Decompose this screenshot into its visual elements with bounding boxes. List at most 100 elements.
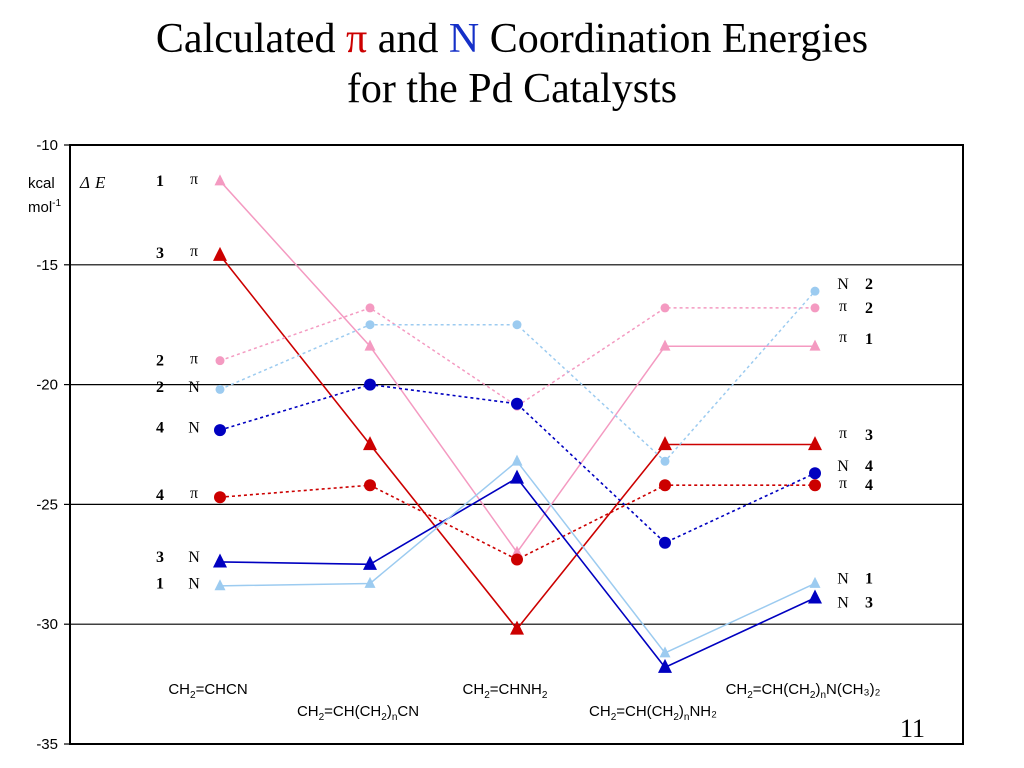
data-point	[810, 286, 820, 296]
category-label-part: 2	[484, 690, 490, 701]
series-line	[219, 254, 815, 631]
category-label-part: CH	[726, 681, 748, 698]
series-label-number: 3	[865, 595, 873, 612]
data-point	[512, 320, 522, 330]
title-text: Calculated	[155, 16, 347, 62]
series-label-number: 1	[865, 571, 873, 588]
data-point	[511, 545, 523, 557]
series-1-pi	[214, 174, 821, 557]
left-series-labels: 1 π 3 π 2 π 2 N 4 N 4 π 3 N 1 N	[156, 171, 200, 593]
category-label: CH2=CH(CH2)nN(CH₃)₂	[726, 681, 881, 701]
ylabel-kcal: kcal	[28, 175, 55, 192]
ylabel-mol-base: mol	[28, 199, 52, 216]
data-point	[510, 620, 524, 635]
category-label-part: N(CH₃)₂	[826, 681, 881, 698]
data-point	[808, 589, 822, 604]
data-point	[660, 456, 670, 466]
series-line	[219, 383, 816, 544]
y-tick-label: -15	[36, 257, 58, 274]
data-point	[659, 479, 671, 492]
ylabel-e: E	[94, 173, 106, 192]
series-label-symbol: N	[837, 458, 849, 475]
series-label-symbol: π	[839, 298, 847, 315]
data-point	[213, 246, 227, 261]
category-label-part: 2	[611, 712, 617, 723]
series-4-pi	[214, 479, 821, 566]
data-point	[660, 303, 670, 313]
series-line	[219, 290, 816, 463]
series-line	[219, 484, 815, 561]
series-group	[213, 174, 822, 673]
series-label-symbol: π	[190, 171, 198, 188]
title-text: Coordination Energies	[479, 16, 869, 62]
series-label-number: 2	[865, 276, 873, 293]
category-label-part: 2	[810, 690, 816, 701]
series-label-symbol: N	[837, 571, 849, 588]
data-point	[364, 576, 376, 588]
series-label-number: 4	[865, 458, 873, 475]
category-label-part: )	[815, 681, 820, 698]
series-label-symbol: π	[839, 475, 847, 492]
title-line-2: for the Pd Catalysts	[346, 66, 678, 112]
series-label-symbol: π	[190, 485, 198, 502]
series-3-n	[213, 469, 822, 673]
data-point	[364, 378, 376, 391]
category-label-part: CH	[168, 681, 190, 698]
title-text: and	[367, 16, 449, 62]
series-label-symbol: π	[190, 351, 198, 368]
category-label-part: n	[820, 690, 826, 701]
category-label-part: )	[679, 703, 684, 720]
data-point	[510, 469, 524, 484]
series-label-symbol: N	[837, 595, 849, 612]
data-point	[809, 467, 821, 480]
data-point	[511, 397, 523, 410]
y-tick-label: -35	[36, 736, 58, 753]
data-point	[810, 303, 820, 313]
slide-title: Calculated π and N Coordination Energies…	[0, 14, 1024, 114]
data-point	[365, 320, 375, 330]
series-2-pi	[215, 303, 820, 411]
series-label-number: 1	[156, 575, 164, 592]
category-label-part: )	[387, 703, 392, 720]
category-label: CH2=CHCN	[168, 681, 247, 701]
y-tick-label: -20	[36, 377, 58, 394]
category-label-part: 2	[747, 690, 753, 701]
category-label: CH2=CHNH2	[463, 681, 548, 701]
data-point	[364, 479, 376, 492]
series-label-symbol: π	[190, 243, 198, 260]
data-point	[658, 658, 672, 673]
series-label-number: 3	[865, 427, 873, 444]
series-4-n	[214, 378, 821, 549]
y-tick-label: -30	[36, 616, 58, 633]
series-label-symbol: N	[837, 276, 849, 293]
ylabel-mol-exponent: -1	[52, 198, 61, 209]
series-label-symbol: N	[188, 420, 200, 437]
category-label-part: 2	[381, 712, 387, 723]
data-point	[213, 553, 227, 568]
series-label-number: 4	[865, 477, 873, 494]
data-point	[214, 491, 226, 504]
data-point	[214, 174, 226, 186]
series-label-number: 1	[865, 331, 873, 348]
data-point	[809, 479, 821, 492]
series-2-n	[215, 286, 820, 466]
data-point	[809, 339, 821, 351]
data-point	[214, 579, 226, 591]
data-point	[215, 384, 225, 394]
category-label-part: n	[392, 712, 398, 723]
series-label-symbol: π	[839, 329, 847, 346]
category-label-part: n	[684, 712, 690, 723]
data-point	[215, 356, 225, 366]
slide-number: 11	[900, 714, 925, 743]
category-label-part: =CHNH	[490, 681, 542, 698]
title-line-1: Calculated π and N Coordination Energies	[0, 14, 1024, 64]
category-label-part: NH₂	[689, 703, 717, 720]
data-point	[214, 424, 226, 437]
series-label-symbol: π	[839, 425, 847, 442]
series-label-number: 2	[156, 379, 164, 396]
y-axis: -10 -15 -20 -25 -30 -35	[36, 137, 70, 753]
series-label-symbol: N	[188, 575, 200, 592]
category-label-part: =CH(CH	[616, 703, 673, 720]
